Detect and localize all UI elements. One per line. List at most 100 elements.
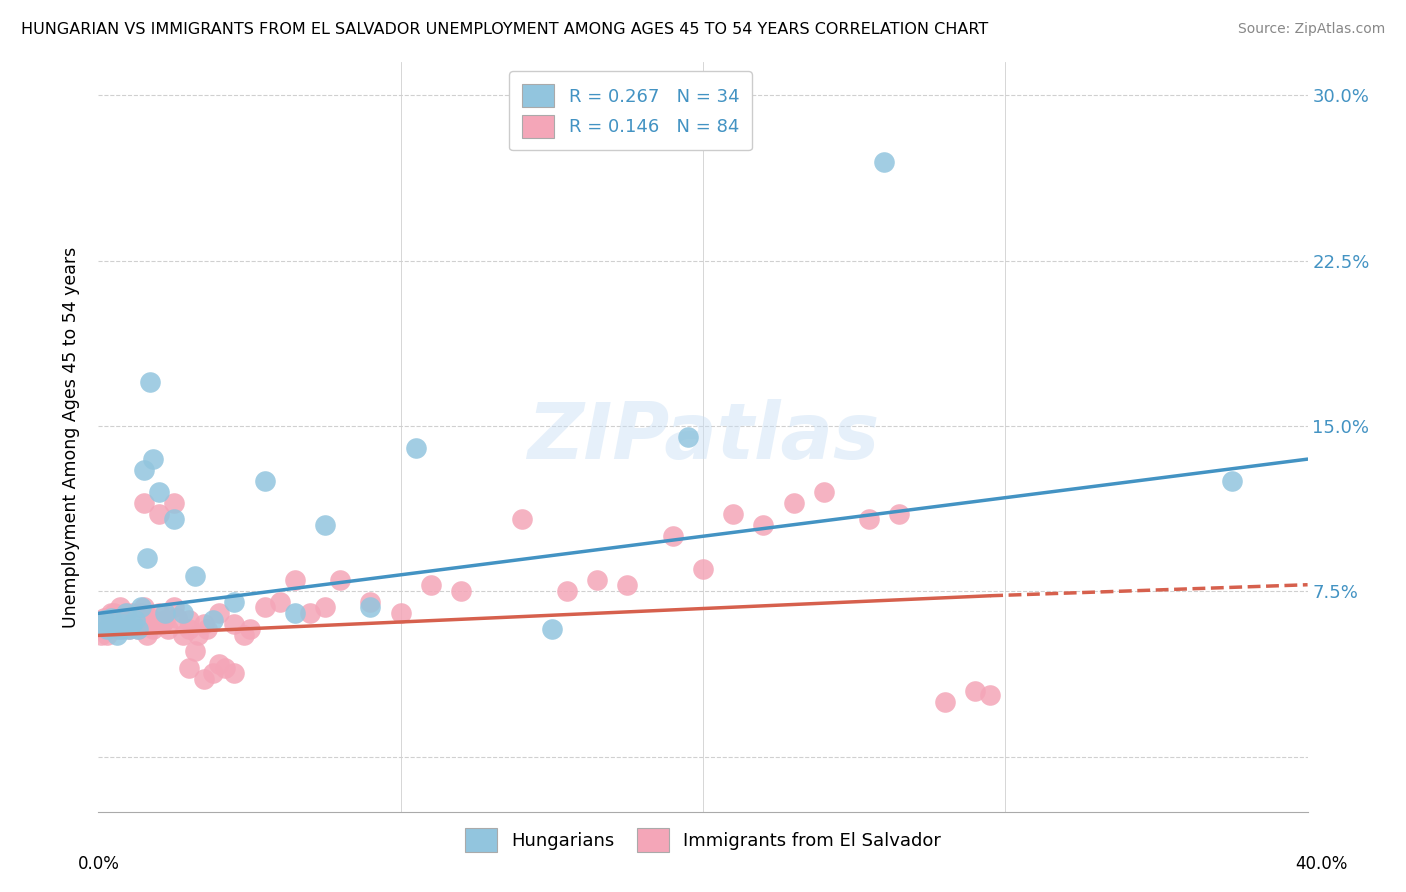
Point	[202, 613, 225, 627]
Text: 40.0%: 40.0%	[1295, 855, 1348, 872]
Point	[100, 607, 122, 621]
Point	[108, 599, 131, 614]
Point	[965, 683, 987, 698]
Point	[96, 628, 118, 642]
Point	[616, 578, 638, 592]
Point	[114, 607, 136, 621]
Point	[208, 657, 231, 671]
Point	[108, 622, 131, 636]
Point	[129, 607, 152, 621]
Point	[127, 613, 149, 627]
Point	[269, 595, 291, 609]
Point	[360, 595, 382, 609]
Text: 0.0%: 0.0%	[77, 855, 120, 872]
Point	[127, 622, 149, 636]
Point	[163, 511, 186, 525]
Point	[224, 665, 246, 680]
Text: Source: ZipAtlas.com: Source: ZipAtlas.com	[1237, 22, 1385, 37]
Point	[96, 617, 118, 632]
Point	[111, 622, 134, 636]
Point	[692, 562, 714, 576]
Point	[114, 617, 136, 632]
Point	[889, 507, 911, 521]
Point	[129, 599, 152, 614]
Point	[103, 617, 125, 632]
Point	[124, 613, 146, 627]
Point	[93, 622, 115, 636]
Point	[202, 665, 225, 680]
Text: ZIPatlas: ZIPatlas	[527, 399, 879, 475]
Point	[87, 617, 110, 632]
Point	[208, 607, 231, 621]
Point	[150, 617, 173, 632]
Point	[90, 628, 112, 642]
Point	[179, 613, 201, 627]
Point	[100, 622, 122, 636]
Point	[153, 613, 176, 627]
Point	[314, 518, 336, 533]
Point	[1220, 474, 1243, 488]
Point	[450, 584, 472, 599]
Point	[132, 617, 155, 632]
Point	[163, 599, 186, 614]
Point	[121, 617, 143, 632]
Point	[135, 551, 157, 566]
Point	[813, 485, 835, 500]
Point	[118, 622, 141, 636]
Text: HUNGARIAN VS IMMIGRANTS FROM EL SALVADOR UNEMPLOYMENT AMONG AGES 45 TO 54 YEARS : HUNGARIAN VS IMMIGRANTS FROM EL SALVADOR…	[21, 22, 988, 37]
Point	[105, 611, 128, 625]
Point	[253, 474, 276, 488]
Y-axis label: Unemployment Among Ages 45 to 54 years: Unemployment Among Ages 45 to 54 years	[62, 246, 80, 628]
Point	[752, 518, 775, 533]
Point	[172, 628, 194, 642]
Point	[166, 611, 188, 625]
Point	[555, 584, 578, 599]
Point	[540, 622, 562, 636]
Point	[360, 599, 382, 614]
Point	[124, 617, 146, 632]
Point	[124, 611, 146, 625]
Point	[148, 607, 170, 621]
Point	[172, 607, 194, 621]
Point	[111, 617, 134, 632]
Point	[103, 607, 125, 621]
Point	[193, 617, 215, 632]
Point	[184, 569, 207, 583]
Point	[586, 574, 609, 588]
Point	[142, 622, 165, 636]
Point	[148, 507, 170, 521]
Point	[299, 607, 322, 621]
Point	[510, 511, 533, 525]
Point	[121, 617, 143, 632]
Point	[121, 607, 143, 621]
Point	[93, 611, 115, 625]
Point	[858, 511, 880, 525]
Point	[142, 452, 165, 467]
Point	[127, 622, 149, 636]
Point	[284, 607, 307, 621]
Point	[314, 599, 336, 614]
Point	[405, 441, 427, 455]
Point	[90, 617, 112, 632]
Point	[723, 507, 745, 521]
Point	[163, 496, 186, 510]
Point	[132, 496, 155, 510]
Point	[132, 599, 155, 614]
Point	[224, 595, 246, 609]
Point	[111, 611, 134, 625]
Point	[179, 661, 201, 675]
Legend: Hungarians, Immigrants from El Salvador: Hungarians, Immigrants from El Salvador	[457, 822, 949, 859]
Point	[139, 375, 162, 389]
Point	[108, 617, 131, 632]
Point	[389, 607, 412, 621]
Point	[661, 529, 683, 543]
Point	[232, 628, 254, 642]
Point	[96, 622, 118, 636]
Point	[156, 622, 179, 636]
Point	[139, 611, 162, 625]
Point	[783, 496, 806, 510]
Point	[187, 628, 209, 642]
Point	[184, 644, 207, 658]
Point	[148, 485, 170, 500]
Point	[979, 688, 1001, 702]
